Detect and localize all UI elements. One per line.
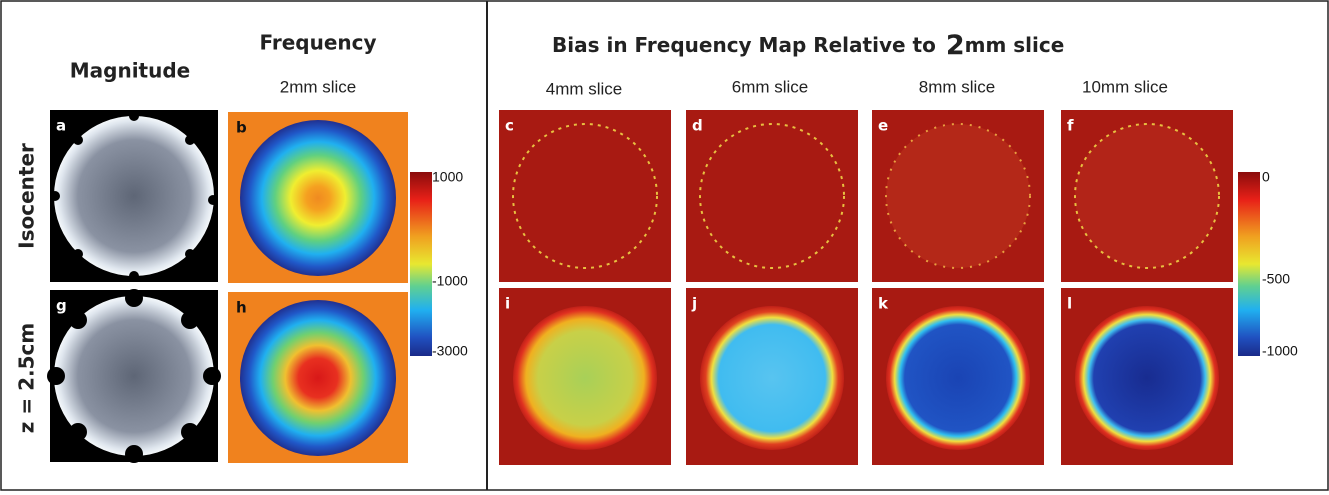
panel-letter: d [692, 117, 703, 135]
frequency-image [228, 112, 408, 283]
colorbar-label: 0 [1262, 169, 1270, 185]
panel-letter: h [236, 299, 247, 317]
colorbar-label: 1000 [432, 169, 463, 185]
figure: Magnitude Frequency 2mm slice Bias in Fr… [0, 0, 1329, 491]
bias-title: Bias in Frequency Map Relative to 2mm sli… [552, 30, 1064, 61]
panel-letter: c [505, 117, 514, 135]
bias-image [1061, 288, 1233, 465]
colorbar-label: -1000 [1262, 343, 1298, 359]
bias-image [499, 288, 671, 465]
bias-title-suffix: mm slice [965, 33, 1065, 57]
row-label: z = 2.5cm [15, 323, 39, 433]
magnitude-header: Magnitude [70, 59, 191, 83]
bias-title-number: 2 [946, 30, 965, 61]
column-label: 4mm slice [546, 79, 623, 98]
panel-letter: b [236, 119, 247, 137]
panel-letter: k [878, 295, 889, 313]
panel-letter: a [56, 117, 66, 135]
bias-image [686, 110, 858, 282]
bias-image [872, 110, 1044, 282]
frequency-colorbar [410, 172, 432, 356]
bias-colorbar [1238, 172, 1260, 356]
panel-letter: g [56, 297, 67, 315]
panel-letter: l [1067, 295, 1072, 313]
row-label: Isocenter [15, 143, 39, 249]
colorbar-label: -500 [1262, 271, 1290, 287]
colorbar-label: -3000 [432, 343, 468, 359]
magnitude-image [50, 110, 218, 282]
colorbar-label: -1000 [432, 273, 468, 289]
frequency-slice: 2mm slice [280, 77, 357, 96]
frequency-image [228, 292, 408, 463]
panel-letter: i [505, 295, 510, 313]
bias-image [1061, 110, 1233, 282]
panel-letter: j [691, 295, 697, 313]
bias-image [499, 110, 671, 282]
column-label: 10mm slice [1082, 77, 1168, 96]
bias-title-prefix: Bias in Frequency Map Relative to [552, 33, 936, 57]
bias-image [686, 288, 858, 465]
frequency-header: Frequency [259, 31, 376, 55]
panel-letter: f [1067, 117, 1074, 135]
bias-image [872, 288, 1044, 465]
column-label: 8mm slice [919, 77, 996, 96]
column-label: 6mm slice [732, 77, 809, 96]
panel-letter: e [878, 117, 888, 135]
magnitude-image [47, 289, 221, 463]
